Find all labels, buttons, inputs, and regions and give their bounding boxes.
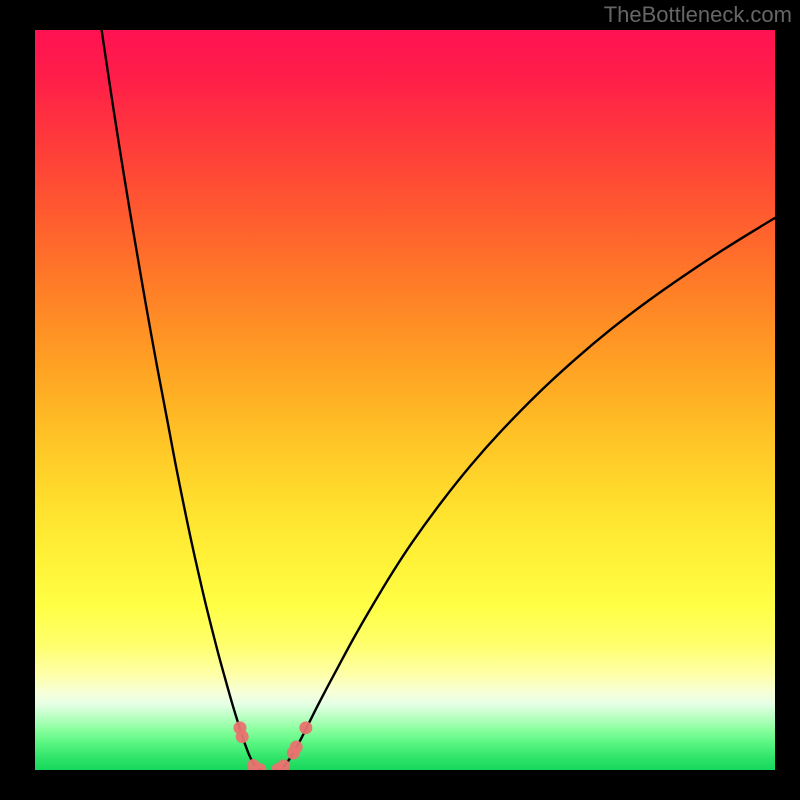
bottleneck-chart	[35, 30, 775, 770]
data-marker	[236, 730, 249, 743]
data-marker	[290, 741, 303, 754]
data-marker	[299, 721, 312, 734]
plot-background	[35, 30, 775, 770]
watermark-text: TheBottleneck.com	[604, 2, 792, 28]
